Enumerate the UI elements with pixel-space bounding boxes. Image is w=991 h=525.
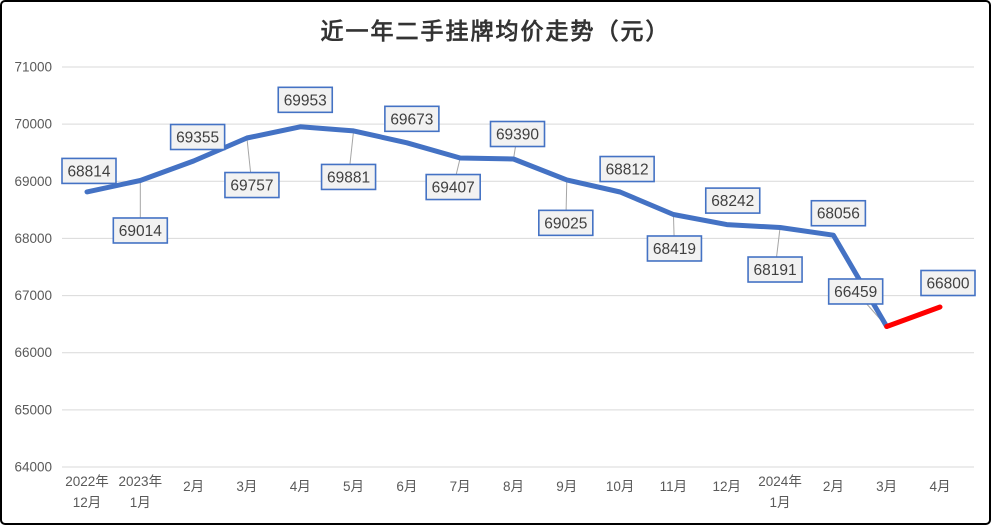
y-tick-label: 65000	[14, 402, 52, 417]
data-label-value: 66800	[926, 276, 969, 293]
x-tick-label: 10月	[606, 479, 635, 494]
y-tick-label: 71000	[14, 60, 52, 75]
data-label-box	[320, 163, 377, 191]
data-label-box	[169, 123, 226, 151]
x-tick-label: 2023年 1月	[119, 474, 163, 510]
data-label-value: 68812	[606, 162, 649, 179]
x-tick-label: 12月	[712, 479, 741, 494]
data-label-value: 68242	[711, 193, 754, 210]
data-label-box	[827, 278, 884, 305]
data-label-box	[599, 155, 655, 183]
data-label-box	[112, 217, 169, 244]
y-tick-label: 68000	[14, 231, 52, 246]
price-line-latest-segment	[884, 304, 943, 329]
x-tick-label: 6月	[396, 479, 417, 494]
data-label-box	[704, 187, 761, 214]
data-label-value: 69407	[432, 180, 475, 197]
y-tick-label: 69000	[14, 174, 52, 189]
data-label-value: 68419	[653, 241, 696, 258]
data-label-value: 69025	[544, 215, 587, 232]
x-tick-label: 2月	[823, 479, 844, 494]
y-tick-label: 64000	[14, 460, 52, 475]
data-label-value: 68056	[817, 206, 860, 223]
x-tick-label: 7月	[450, 479, 471, 494]
y-tick-label: 70000	[14, 117, 52, 132]
data-label-box	[384, 105, 440, 133]
x-tick-label: 9月	[556, 479, 577, 494]
x-tick-label: 3月	[236, 479, 257, 494]
data-label-box	[920, 269, 976, 297]
data-label-value: 66459	[834, 284, 877, 301]
data-label-value: 69014	[119, 223, 162, 240]
data-label-box	[489, 120, 546, 148]
data-label-value: 69390	[496, 127, 539, 144]
y-tick-label: 66000	[14, 345, 52, 360]
x-tick-label: 5月	[343, 479, 364, 494]
data-label-value: 68191	[754, 262, 797, 279]
x-tick-label: 2022年 12月	[65, 474, 109, 510]
data-label-box	[646, 235, 703, 262]
x-tick-label: 4月	[929, 479, 950, 494]
data-label-box	[538, 209, 594, 237]
data-label-value: 69881	[327, 169, 370, 186]
data-label-box	[747, 256, 803, 283]
data-label-value: 69757	[230, 178, 273, 195]
data-label-box	[810, 199, 867, 227]
x-tick-label: 11月	[660, 479, 688, 494]
x-tick-label: 2024年 1月	[758, 474, 802, 510]
price-line-series	[84, 124, 890, 329]
data-label-value: 69673	[390, 111, 433, 128]
data-label-value: 69953	[284, 92, 327, 109]
data-label-value: 69355	[176, 130, 219, 147]
data-label-box	[61, 157, 117, 185]
chart-title: 近一年二手挂牌均价走势（元）	[320, 19, 671, 44]
data-label-box	[277, 86, 334, 114]
data-label-value: 68814	[67, 163, 110, 180]
y-tick-label: 67000	[14, 288, 52, 303]
data-label-box	[425, 173, 481, 201]
x-tick-label: 8月	[503, 479, 524, 494]
x-tick-label: 2月	[183, 479, 204, 494]
data-label-box	[224, 171, 280, 199]
x-tick-label: 3月	[876, 479, 897, 494]
x-tick-label: 4月	[290, 479, 311, 494]
